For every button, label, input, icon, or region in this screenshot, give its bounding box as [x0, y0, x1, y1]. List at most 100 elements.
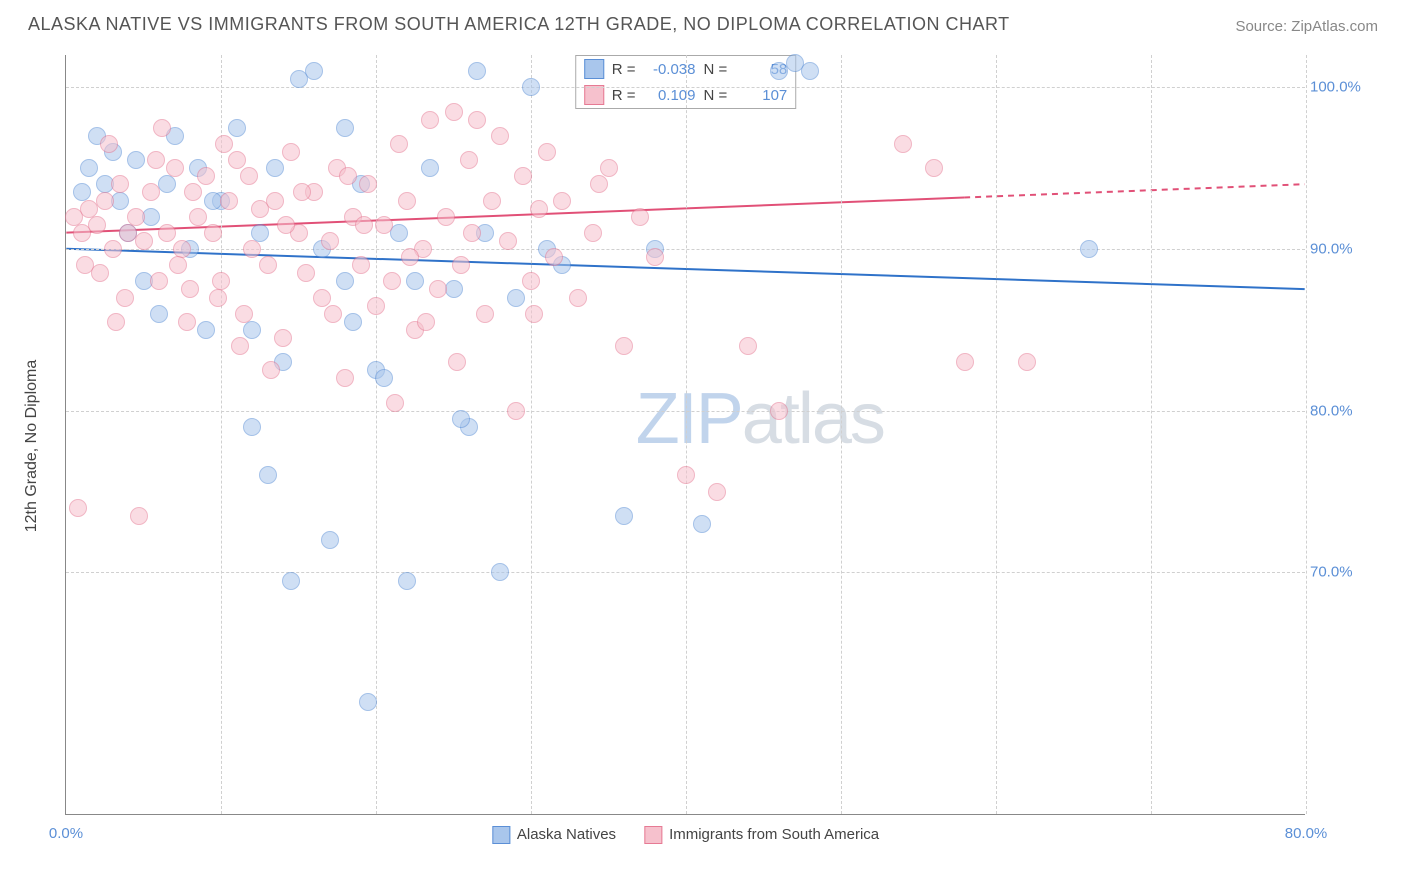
scatter-point	[483, 192, 501, 210]
scatter-point	[147, 151, 165, 169]
scatter-point	[708, 483, 726, 501]
watermark-atlas: atlas	[742, 379, 884, 459]
scatter-point	[468, 62, 486, 80]
scatter-point	[220, 192, 238, 210]
scatter-point	[367, 297, 385, 315]
gridline-v	[221, 55, 222, 814]
scatter-point	[321, 232, 339, 250]
stats-r-label: R =	[612, 61, 636, 78]
scatter-point	[491, 127, 509, 145]
scatter-point	[204, 224, 222, 242]
scatter-point	[448, 353, 466, 371]
scatter-point	[600, 159, 618, 177]
scatter-point	[530, 200, 548, 218]
scatter-point	[127, 151, 145, 169]
scatter-point	[235, 305, 253, 323]
scatter-point	[197, 321, 215, 339]
y-tick-label: 70.0%	[1310, 564, 1365, 581]
scatter-point	[96, 192, 114, 210]
scatter-point	[212, 272, 230, 290]
scatter-point	[739, 337, 757, 355]
scatter-point	[421, 159, 439, 177]
scatter-point	[266, 192, 284, 210]
scatter-point	[228, 151, 246, 169]
scatter-point	[158, 224, 176, 242]
legend-label: Immigrants from South America	[669, 826, 879, 843]
scatter-point	[956, 353, 974, 371]
gridline-v	[686, 55, 687, 814]
scatter-point	[262, 361, 280, 379]
scatter-point	[507, 289, 525, 307]
scatter-point	[104, 240, 122, 258]
scatter-point	[398, 192, 416, 210]
scatter-point	[359, 175, 377, 193]
scatter-point	[142, 183, 160, 201]
scatter-point	[150, 272, 168, 290]
scatter-point	[386, 394, 404, 412]
scatter-point	[297, 264, 315, 282]
scatter-point	[383, 272, 401, 290]
scatter-point	[925, 159, 943, 177]
scatter-point	[355, 216, 373, 234]
y-tick-label: 100.0%	[1310, 79, 1365, 96]
scatter-point	[259, 256, 277, 274]
legend-item: Alaska Natives	[492, 826, 616, 844]
gridline-v	[996, 55, 997, 814]
scatter-point	[150, 305, 168, 323]
scatter-point	[336, 369, 354, 387]
scatter-point	[135, 232, 153, 250]
scatter-point	[452, 256, 470, 274]
scatter-point	[209, 289, 227, 307]
scatter-point	[274, 329, 292, 347]
gridline-v	[841, 55, 842, 814]
gridline-v	[1151, 55, 1152, 814]
scatter-point	[417, 313, 435, 331]
scatter-point	[445, 103, 463, 121]
scatter-point	[158, 175, 176, 193]
scatter-point	[277, 216, 295, 234]
watermark-zip: ZIP	[636, 379, 742, 459]
scatter-point	[1080, 240, 1098, 258]
x-tick-label: 0.0%	[49, 825, 83, 842]
scatter-point	[231, 337, 249, 355]
legend-label: Alaska Natives	[517, 826, 616, 843]
scatter-point	[178, 313, 196, 331]
scatter-point	[240, 167, 258, 185]
scatter-point	[390, 224, 408, 242]
gridline-v	[1306, 55, 1307, 814]
scatter-point	[88, 216, 106, 234]
scatter-point	[398, 572, 416, 590]
scatter-point	[116, 289, 134, 307]
scatter-point	[491, 563, 509, 581]
scatter-point	[538, 143, 556, 161]
scatter-point	[569, 289, 587, 307]
scatter-point	[421, 111, 439, 129]
stats-r-label: R =	[612, 87, 636, 104]
scatter-point	[91, 264, 109, 282]
scatter-point	[339, 167, 357, 185]
scatter-point	[463, 224, 481, 242]
scatter-point	[401, 248, 419, 266]
scatter-point	[324, 305, 342, 323]
scatter-point	[166, 159, 184, 177]
scatter-point	[197, 167, 215, 185]
scatter-point	[282, 572, 300, 590]
y-tick-label: 80.0%	[1310, 402, 1365, 419]
y-tick-label: 90.0%	[1310, 241, 1365, 258]
stats-r-value: 0.109	[644, 87, 696, 104]
scatter-point	[429, 280, 447, 298]
stats-n-label: N =	[704, 87, 728, 104]
stats-n-value: 107	[735, 87, 787, 104]
scatter-point	[406, 272, 424, 290]
scatter-point	[499, 232, 517, 250]
stats-r-value: -0.038	[644, 61, 696, 78]
scatter-point	[522, 78, 540, 96]
scatter-point	[375, 369, 393, 387]
scatter-point	[313, 289, 331, 307]
y-axis-title: 12th Grade, No Diploma	[23, 360, 41, 533]
scatter-point	[468, 111, 486, 129]
scatter-point	[514, 167, 532, 185]
scatter-point	[243, 418, 261, 436]
scatter-point	[476, 305, 494, 323]
stats-n-label: N =	[704, 61, 728, 78]
